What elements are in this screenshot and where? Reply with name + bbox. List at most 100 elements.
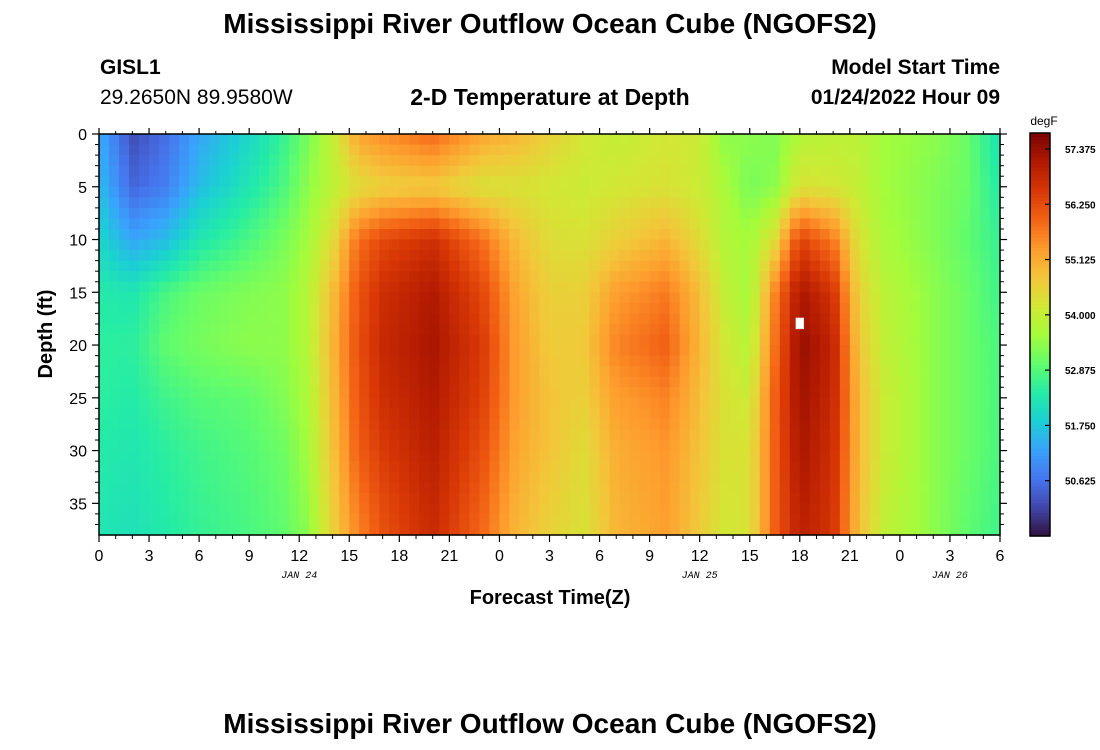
heatmap-cell [679, 355, 691, 367]
heatmap-cell [479, 176, 491, 188]
heatmap-cell [789, 197, 801, 209]
heatmap-cell [919, 492, 931, 504]
colorbar-segment [1030, 327, 1050, 332]
heatmap-cell [759, 408, 771, 420]
heatmap-cell [99, 366, 110, 378]
heatmap-cell [489, 281, 501, 293]
heatmap-cell [779, 302, 791, 314]
heatmap-cell [969, 250, 981, 262]
heatmap-cell [319, 492, 330, 504]
heatmap-cell [659, 323, 671, 336]
heatmap-cell [169, 408, 180, 420]
heatmap-cell [959, 165, 971, 177]
heatmap-cell [119, 239, 130, 251]
heatmap-cell [759, 323, 771, 336]
heatmap-cell [639, 144, 651, 156]
heatmap-cell [699, 271, 711, 283]
heatmap-cell [729, 471, 741, 483]
heatmap-cell [879, 513, 891, 526]
heatmap-cell [219, 218, 230, 230]
heatmap-cell [599, 186, 611, 198]
heatmap-cell [399, 207, 410, 220]
heatmap-cell [239, 355, 250, 367]
heatmap-cell [849, 260, 861, 272]
heatmap-cell [709, 513, 721, 526]
heatmap-cell [399, 228, 410, 241]
heatmap-cell [549, 334, 561, 346]
heatmap-cell [229, 197, 240, 209]
heatmap-cell [519, 492, 531, 504]
heatmap-cell [99, 302, 110, 314]
heatmap-cell [379, 345, 390, 357]
heatmap-cell [759, 165, 771, 177]
heatmap-cell [359, 186, 370, 198]
heatmap-cell [99, 165, 110, 177]
heatmap-cell [869, 440, 881, 452]
heatmap-cell [889, 334, 901, 346]
heatmap-cell [659, 260, 671, 272]
heatmap-cell [829, 323, 841, 336]
colorbar-segment [1030, 270, 1050, 275]
heatmap-cell [939, 302, 951, 314]
heatmap-cell [529, 134, 541, 146]
date-label: JAN 25 [682, 571, 718, 582]
heatmap-cell [719, 461, 731, 473]
heatmap-cell [779, 503, 791, 515]
heatmap-cell [899, 482, 911, 494]
heatmap-cell [609, 197, 621, 209]
heatmap-cell [239, 239, 250, 251]
heatmap-cell [319, 418, 330, 431]
heatmap-cell [789, 397, 801, 409]
heatmap-cell [459, 302, 471, 314]
heatmap-cell [809, 471, 821, 483]
heatmap-cell [739, 397, 751, 409]
heatmap-cell [309, 250, 320, 262]
x-tick-label: 6 [595, 548, 604, 565]
heatmap-cell [269, 397, 280, 409]
colorbar-segment [1030, 260, 1050, 265]
heatmap-cell [449, 461, 460, 473]
heatmap-cell [369, 155, 380, 167]
heatmap-cell [309, 376, 320, 388]
heatmap-cell [209, 408, 220, 420]
heatmap-cell [479, 260, 491, 272]
heatmap-cell [549, 429, 561, 441]
heatmap-cell [799, 197, 811, 209]
heatmap-cell [409, 176, 420, 188]
heatmap-cell [209, 461, 220, 473]
heatmap-cell [509, 228, 521, 241]
heatmap-cell [249, 323, 260, 336]
heatmap-cell [659, 461, 671, 473]
heatmap-cell [799, 334, 811, 346]
heatmap-cell [359, 397, 370, 409]
heatmap-cell [219, 397, 230, 409]
heatmap-cell [609, 482, 621, 494]
heatmap-cell [579, 503, 591, 515]
heatmap-cell [519, 239, 531, 251]
heatmap-cell [349, 313, 360, 325]
heatmap-cell [699, 492, 711, 504]
heatmap-cell [769, 503, 781, 515]
heatmap-cell [299, 334, 310, 346]
heatmap-cell [239, 302, 250, 314]
heatmap-cell [839, 429, 851, 441]
heatmap-cell [789, 302, 801, 314]
heatmap-cell [279, 366, 290, 378]
heatmap-cell [709, 429, 721, 441]
heatmap-cell [169, 228, 180, 241]
heatmap-cell [899, 492, 911, 504]
heatmap-cell [709, 313, 721, 325]
heatmap-cell [139, 292, 150, 304]
heatmap-cell [309, 323, 320, 336]
heatmap-cell [489, 355, 501, 367]
heatmap-cell [229, 524, 240, 536]
heatmap-cell [469, 418, 481, 431]
heatmap-cell [939, 228, 951, 241]
heatmap-cell [939, 345, 951, 357]
heatmap-cell [819, 218, 831, 230]
heatmap-cell [219, 207, 230, 220]
heatmap-cell [839, 503, 851, 515]
colorbar-segment [1030, 381, 1050, 386]
heatmap-cell [909, 260, 921, 272]
heatmap-cell [769, 366, 781, 378]
